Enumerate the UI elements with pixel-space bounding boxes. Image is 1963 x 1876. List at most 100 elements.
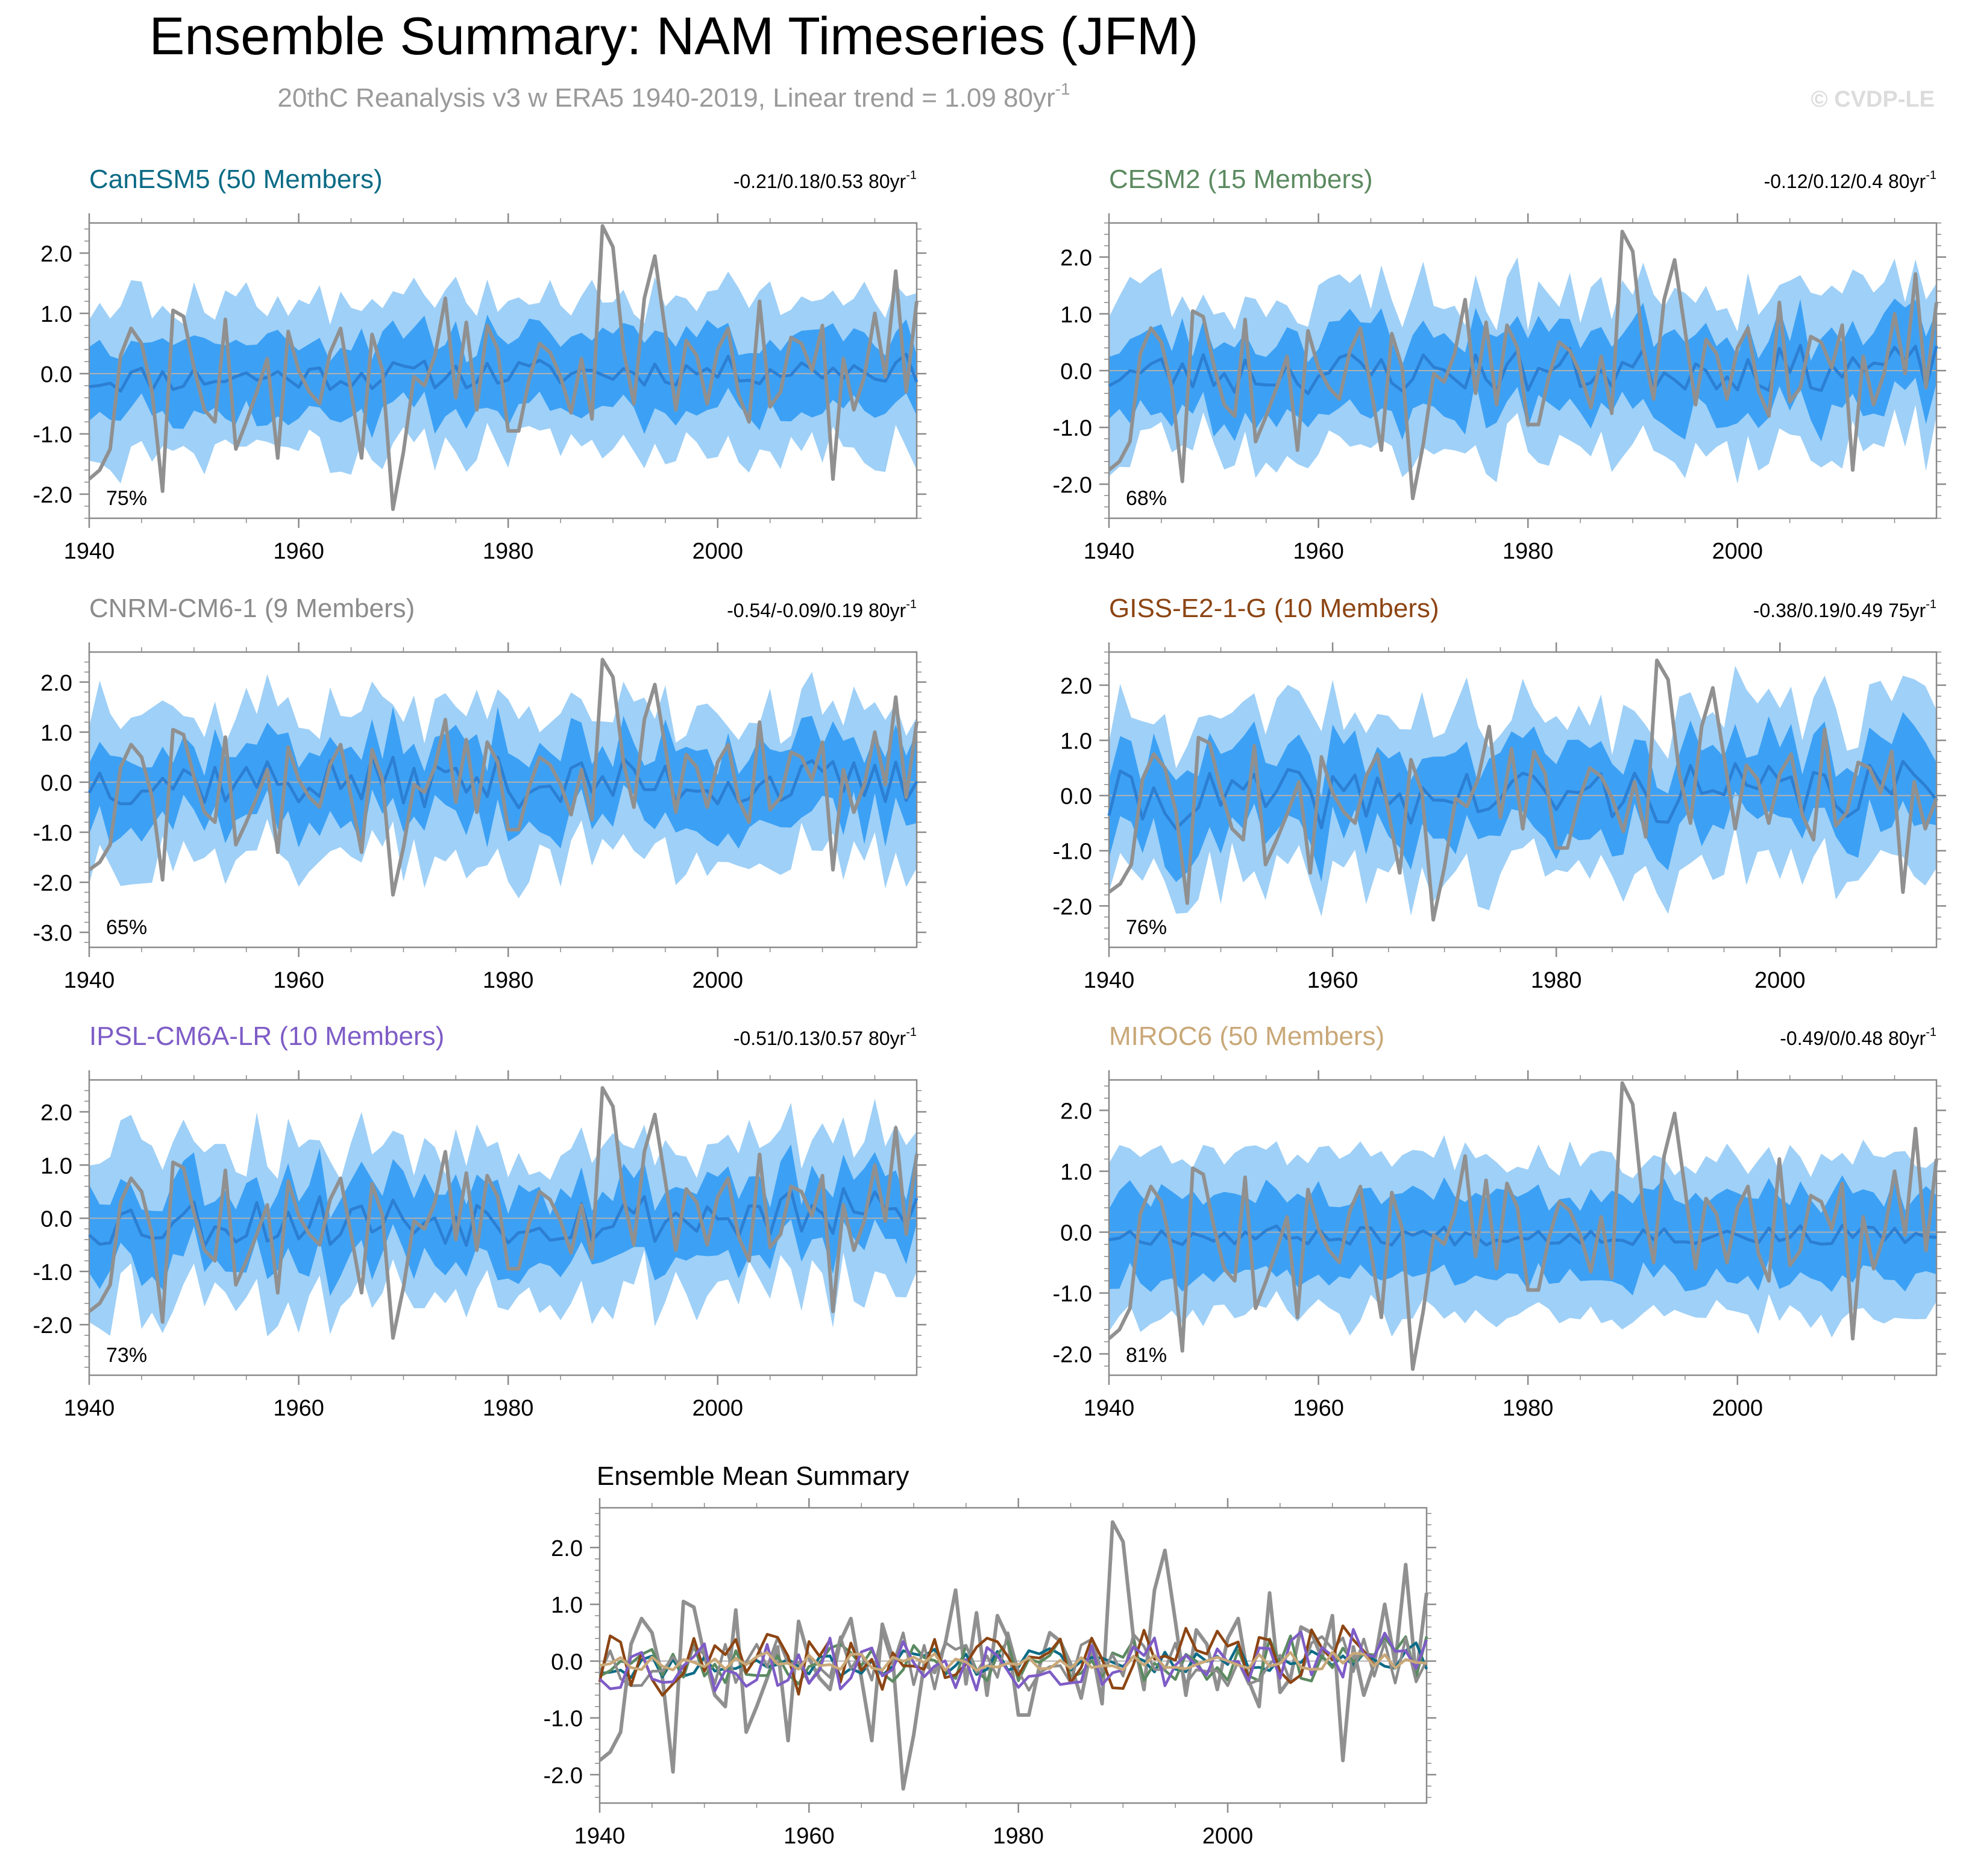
y-tick-label: -2.0 (1053, 894, 1092, 920)
percent-label: 73% (106, 1344, 147, 1367)
x-tick-label: 1980 (483, 968, 534, 993)
x-tick-label: 2000 (1754, 968, 1806, 993)
x-tick-label: 1940 (1084, 539, 1135, 564)
observation-line (88, 224, 919, 511)
y-tick-label: 2.0 (40, 671, 72, 696)
x-tick-label: 1940 (64, 1396, 115, 1421)
y-tick-label: 1.0 (40, 721, 72, 746)
trend-text: -0.38/0.19/0.49 75yr (1753, 600, 1926, 621)
y-tick-label: 0.0 (1060, 359, 1092, 384)
x-tick-label: 2000 (693, 1396, 744, 1421)
observation-line (1108, 1081, 1938, 1371)
x-tick-label: 1980 (1531, 968, 1582, 993)
y-tick-label: 0.0 (1060, 1221, 1092, 1246)
y-tick-label: 2.0 (1060, 246, 1092, 271)
y-tick-label: 1.0 (1060, 729, 1092, 754)
panel-title: CESM2 (15 Members) (1109, 165, 1373, 194)
x-tick-label: 2000 (1712, 1396, 1764, 1421)
percent-label: 68% (1126, 487, 1167, 510)
y-tick-label: 2.0 (1060, 674, 1092, 699)
y-tick-label: -2.0 (33, 1313, 72, 1338)
trend-label: -0.51/0.13/0.57 80yr-1 (733, 1026, 917, 1049)
x-tick-label: 1960 (784, 1824, 835, 1849)
y-tick-label: -2.0 (1053, 1343, 1092, 1368)
y-tick-label: -3.0 (33, 921, 72, 946)
x-tick-label: 2000 (1202, 1824, 1254, 1849)
watermark: © CVDP-LE (1811, 87, 1935, 112)
model-panel: -2.0 -1.0 0.0 1.0 2.0 1940 1960 1980 2000 MIROC6 … (1053, 1021, 1946, 1421)
x-tick-label: 1980 (1503, 1396, 1554, 1421)
y-tick-label: -2.0 (33, 871, 72, 896)
percent-label: 76% (1126, 916, 1167, 939)
y-tick-label: -2.0 (33, 483, 72, 508)
plot-frame (88, 651, 918, 949)
x-tick-label: 2000 (693, 539, 744, 564)
trend-text: -0.49/0/0.48 80yr (1780, 1027, 1926, 1049)
trend-superscript: -1 (1926, 1026, 1936, 1039)
panel-title: MIROC6 (50 Members) (1109, 1021, 1384, 1051)
plot-frame (598, 1507, 1428, 1804)
ensemble-mean-line (1108, 344, 1938, 395)
x-tick-label: 1940 (1084, 1396, 1135, 1421)
observation-line (1108, 658, 1938, 922)
x-tick-label: 1960 (1307, 968, 1358, 993)
x-tick-label: 1940 (1084, 968, 1135, 993)
y-tick-label: 0.0 (40, 1207, 72, 1232)
y-tick-label: -1.0 (33, 422, 72, 448)
x-tick-label: 2000 (1712, 539, 1764, 564)
trend-label: -0.38/0.19/0.49 75yr-1 (1753, 598, 1936, 621)
y-tick-label: -1.0 (33, 1260, 72, 1285)
y-tick-label: 0.0 (40, 362, 72, 387)
x-tick-label: 1980 (1503, 539, 1554, 564)
percent-label: 65% (106, 916, 147, 939)
trend-label: -0.49/0/0.48 80yr-1 (1780, 1026, 1936, 1049)
panel-title: CanESM5 (50 Members) (89, 165, 383, 194)
y-tick-label: -1.0 (544, 1707, 583, 1732)
model-panel: -2.0 -1.0 0.0 1.0 2.0 1940 1960 1980 2000 GISS-E2… (1053, 594, 1946, 993)
observation-line (88, 1086, 919, 1340)
plot-frame (88, 222, 918, 519)
x-tick-label: 1960 (273, 539, 324, 564)
x-tick-label: 1940 (574, 1824, 626, 1849)
plot-frame (1108, 1079, 1938, 1376)
model-mean-line (598, 1634, 1428, 1686)
trend-superscript: -1 (1926, 598, 1936, 611)
trend-label: -0.54/-0.09/0.19 80yr-1 (727, 598, 917, 621)
trend-label: -0.21/0.18/0.53 80yr-1 (733, 169, 917, 192)
y-tick-label: -1.0 (1053, 416, 1092, 441)
x-tick-label: 1980 (483, 539, 534, 564)
model-mean-line (598, 1628, 1428, 1693)
trend-text: -0.51/0.13/0.57 80yr (733, 1027, 906, 1049)
figure-subtitle-text: 20thC Reanalysis v3 w ERA5 1940-2019, Li… (277, 83, 1055, 113)
y-tick-label: 2.0 (40, 1100, 72, 1126)
panel-title: IPSL-CM6A-LR (10 Members) (89, 1021, 444, 1051)
model-panel: -3.0 -2.0 -1.0 0.0 1.0 2.0 1940 1960 1980 2000 CNR… (33, 594, 926, 993)
trend-superscript: -1 (906, 598, 917, 611)
x-tick-label: 1960 (1293, 1396, 1344, 1421)
trend-text: -0.54/-0.09/0.19 80yr (727, 600, 906, 621)
x-tick-label: 1980 (993, 1824, 1044, 1849)
figure-title: Ensemble Summary: NAM Timeseries (JFM) (149, 6, 1199, 66)
trend-superscript: -1 (906, 169, 917, 182)
model-panel: -2.0 -1.0 0.0 1.0 2.0 1940 1960 1980 2000 CESM2 (… (1053, 165, 1946, 564)
y-tick-label: -1.0 (33, 821, 72, 846)
y-tick-label: 2.0 (40, 242, 72, 267)
trend-text: -0.12/0.12/0.4 80yr (1764, 171, 1926, 192)
panel-title: GISS-E2-1-G (10 Members) (1109, 594, 1439, 623)
inner-spread-band (89, 1144, 917, 1296)
trend-text: -0.21/0.18/0.53 80yr (733, 171, 906, 192)
trend-superscript: -1 (1926, 169, 1936, 182)
y-tick-label: -1.0 (1053, 1282, 1092, 1307)
model-panel: -2.0 -1.0 0.0 1.0 2.0 1940 1960 1980 2000 IPSL-CM… (33, 1021, 926, 1421)
figure-subtitle-superscript: -1 (1055, 80, 1070, 98)
inner-spread-band (1109, 712, 1936, 882)
x-tick-label: 1980 (483, 1396, 534, 1421)
model-mean-line (599, 1651, 1427, 1672)
percent-label: 81% (1126, 1344, 1167, 1367)
ensemble-mean-panel: -2.0 -1.0 0.0 1.0 2.0 1940 1960 1980 2000 Ensembl… (544, 1461, 1436, 1849)
x-tick-label: 1940 (64, 539, 115, 564)
y-tick-label: 2.0 (1060, 1099, 1092, 1125)
x-tick-label: 2000 (693, 968, 744, 993)
y-tick-label: 1.0 (40, 302, 72, 327)
